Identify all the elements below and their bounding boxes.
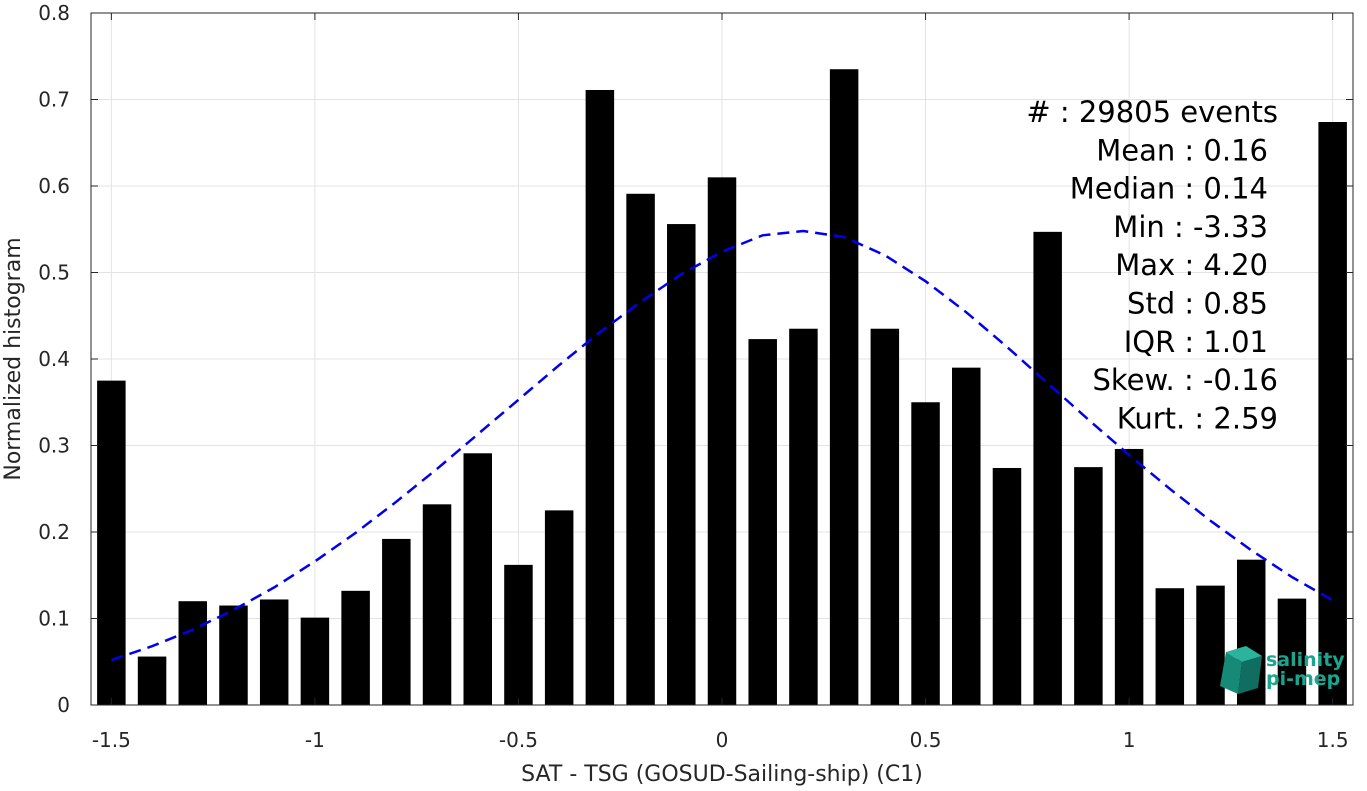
x-tick-label: 0.5 [910, 728, 942, 752]
histogram-bar [382, 538, 411, 705]
histogram-bar [992, 467, 1022, 705]
stats-line: # : 29805 events [1026, 95, 1278, 129]
histogram-bar [544, 510, 574, 705]
histogram-bar [97, 380, 126, 705]
y-tick-label: 0 [57, 693, 70, 717]
x-tick-label: 0 [716, 728, 729, 752]
x-axis-label: SAT - TSG (GOSUD-Sailing-ship) (C1) [521, 762, 923, 787]
histogram-bar [748, 339, 777, 705]
stats-line: Mean : 0.16 [1096, 133, 1268, 167]
histogram-bar [219, 605, 248, 705]
histogram-bar [178, 601, 208, 705]
histogram-bar [789, 328, 818, 705]
fit-curve-layer [110, 229, 1334, 662]
y-tick-label: 0.7 [38, 88, 70, 112]
histogram-bar [626, 193, 655, 705]
y-tick-label: 0.3 [38, 434, 70, 458]
stats-line: Kurt. : 2.59 [1117, 401, 1278, 435]
histogram-bar [341, 590, 370, 705]
histogram-bar [585, 89, 615, 706]
histogram-bar [870, 328, 900, 705]
x-tick-label: 1.5 [1317, 728, 1349, 752]
axis-ticks: -1.5 -1 -0.5 0 0.5 1 1.5 0 0.1 0.2 0.3 0.4 0.5 0.6 0.7… [38, 1, 1353, 752]
gaussian-fit-curve [110, 229, 1334, 662]
histogram-bar [667, 224, 696, 705]
histogram-bar [952, 367, 981, 705]
histogram-bar [300, 617, 330, 705]
stats-line: Min : -3.33 [1113, 210, 1268, 244]
logo-text-pi-mep: pi-mep [1266, 668, 1340, 690]
x-tick-label: -1 [305, 728, 325, 752]
histogram-bar [911, 402, 940, 705]
bar-series [97, 69, 1347, 706]
stats-box: # : 29805 events Mean : 0.16 Median : 0.14… [1026, 95, 1278, 435]
y-axis-label: Normalized histogram [1, 237, 26, 480]
y-tick-label: 0.2 [38, 520, 70, 544]
cube-icon [1220, 646, 1262, 694]
salinity-pi-mep-logo: salinity pi-mep [1220, 646, 1345, 694]
histogram-bar [463, 453, 492, 705]
logo-text-salinity: salinity [1266, 649, 1345, 671]
y-tick-label: 0.1 [38, 607, 70, 631]
histogram-bar [707, 177, 737, 706]
histogram-bar [137, 656, 167, 705]
stats-line: Median : 0.14 [1070, 172, 1268, 206]
stats-line: Std : 0.85 [1127, 287, 1268, 321]
histogram-bar [422, 504, 452, 705]
histogram-bar [829, 69, 859, 706]
stats-line: IQR : 1.01 [1124, 325, 1268, 359]
histogram-bar [1155, 588, 1185, 705]
y-tick-label: 0.5 [38, 261, 70, 285]
stats-line: Max : 4.20 [1115, 248, 1268, 282]
histogram-bar [259, 599, 289, 705]
histogram-bar [1277, 598, 1307, 705]
histogram-bar [1114, 448, 1144, 705]
x-tick-label: -1.5 [92, 728, 131, 752]
x-tick-label: -0.5 [499, 728, 538, 752]
histogram-bar [504, 564, 533, 705]
y-tick-label: 0.6 [38, 174, 70, 198]
x-tick-label: 1 [1123, 728, 1136, 752]
y-tick-label: 0.8 [38, 1, 70, 25]
y-tick-label: 0.4 [38, 347, 70, 371]
histogram-bar [1033, 231, 1062, 705]
histogram-bar [1074, 467, 1103, 705]
stats-line: Skew. : -0.16 [1092, 363, 1278, 397]
histogram-bar [1318, 121, 1347, 706]
histogram-bar [1196, 585, 1225, 705]
